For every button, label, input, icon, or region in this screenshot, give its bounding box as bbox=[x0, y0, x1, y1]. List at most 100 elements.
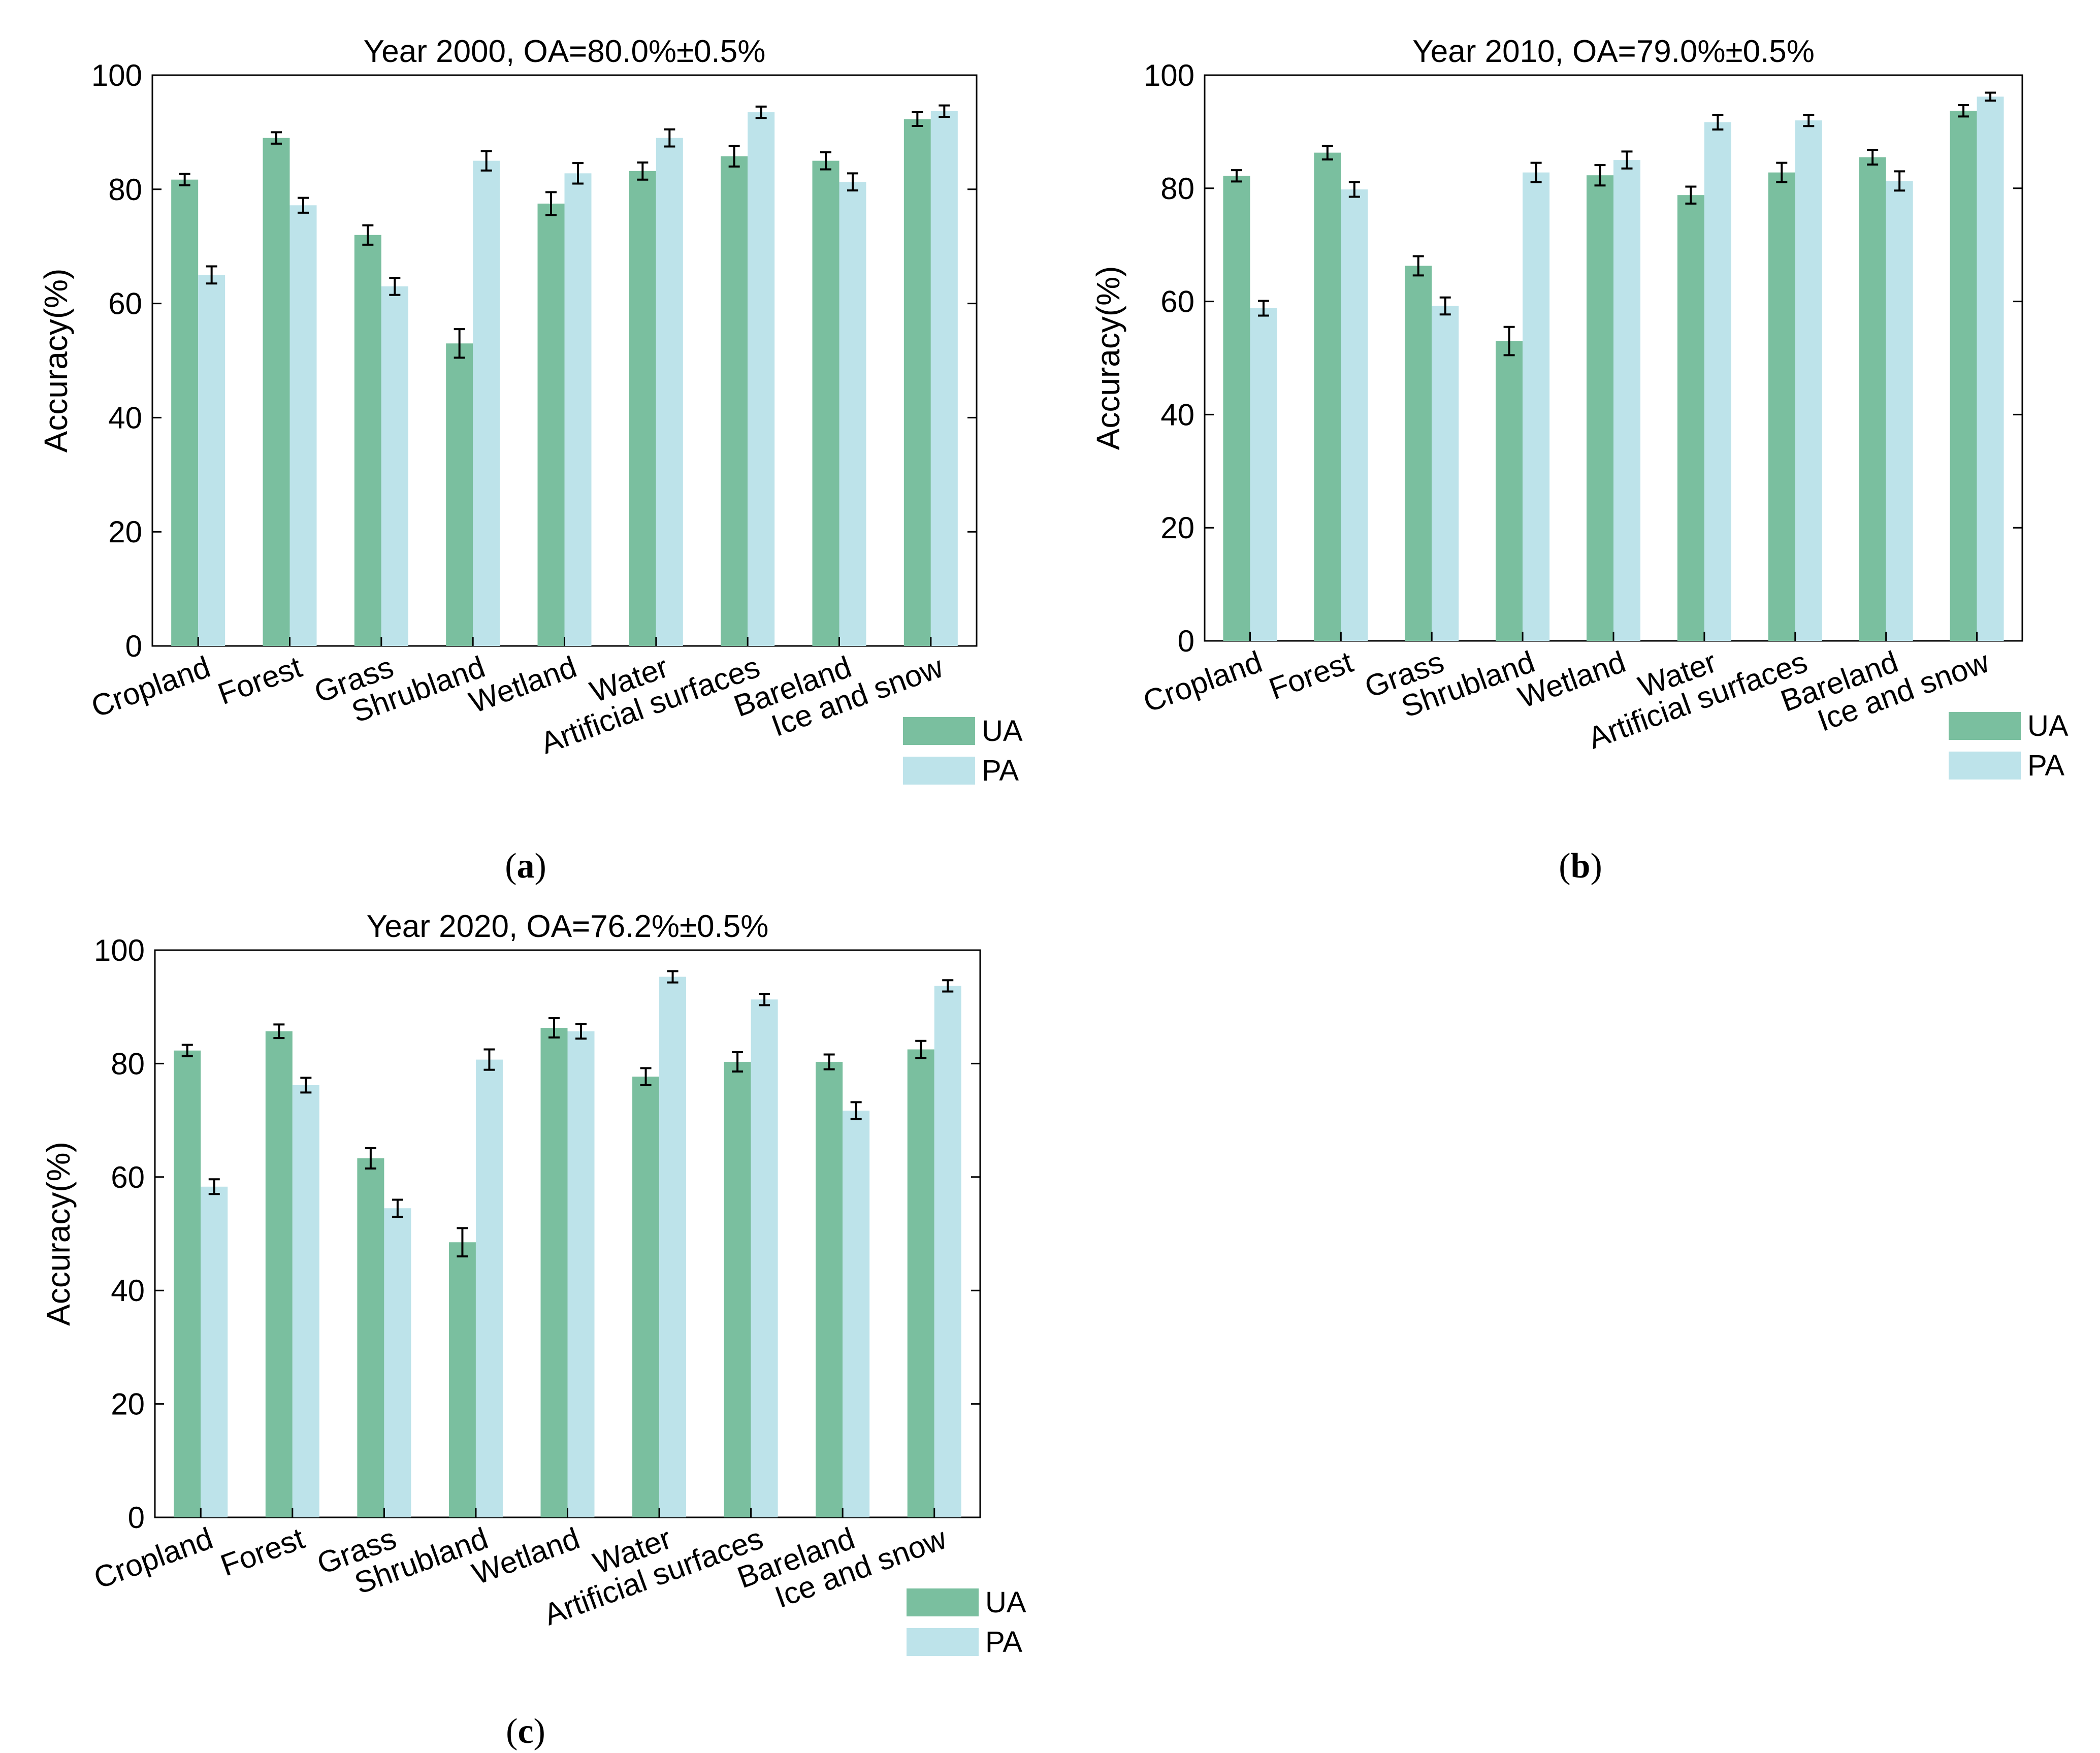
caption-open-paren: ( bbox=[506, 1712, 518, 1751]
legend-label-ua: UA bbox=[982, 715, 1023, 748]
bar-ua bbox=[1496, 341, 1523, 641]
panel-caption: (c) bbox=[506, 1712, 545, 1751]
bar-ua bbox=[446, 343, 473, 646]
bar-pa bbox=[659, 977, 687, 1517]
y-tick-label: 80 bbox=[108, 173, 142, 207]
bar-pa bbox=[1795, 120, 1822, 641]
legend-swatch-ua bbox=[907, 1588, 979, 1616]
bar-ua bbox=[537, 203, 565, 646]
bar-pa bbox=[748, 112, 775, 646]
y-tick-label: 60 bbox=[108, 287, 142, 321]
y-tick-label: 60 bbox=[111, 1160, 145, 1194]
bar-ua bbox=[812, 160, 839, 646]
y-tick-label: 100 bbox=[94, 933, 145, 967]
legend-label-pa: PA bbox=[2027, 749, 2064, 782]
caption-letter: a bbox=[517, 847, 535, 886]
y-tick-label: 0 bbox=[125, 629, 142, 663]
bar-pa bbox=[1704, 122, 1731, 641]
panel-caption: (b) bbox=[1559, 847, 1602, 886]
bar-ua bbox=[263, 138, 290, 646]
chart-a: Year 2000, OA=80.0%±0.5% 0 20 40 60 80 100 Accu… bbox=[38, 34, 1023, 886]
bar-ua bbox=[907, 1049, 934, 1517]
legend-swatch-pa bbox=[1949, 752, 2021, 780]
chart-title: Year 2000, OA=80.0%±0.5% bbox=[364, 34, 766, 69]
bar-pa bbox=[564, 173, 592, 646]
bar-pa bbox=[473, 160, 500, 646]
caption-open-paren: ( bbox=[1559, 847, 1570, 886]
x-tick-label: Cropland bbox=[1139, 644, 1267, 719]
bar-ua bbox=[1859, 157, 1886, 641]
legend-label-ua: UA bbox=[2027, 709, 2069, 742]
bar-pa bbox=[289, 205, 317, 646]
bar-ua bbox=[354, 235, 381, 646]
bar-ua bbox=[1677, 195, 1704, 641]
bar-ua bbox=[816, 1062, 843, 1517]
y-tick-label: 0 bbox=[128, 1501, 145, 1535]
bar-ua bbox=[265, 1031, 293, 1517]
bar-pa bbox=[839, 182, 866, 646]
y-axis-label: Accuracy(%) bbox=[38, 269, 74, 453]
bar-pa bbox=[292, 1085, 319, 1517]
y-tick-label: 40 bbox=[108, 401, 142, 435]
caption-letter: b bbox=[1571, 847, 1591, 886]
bar-pa bbox=[384, 1208, 411, 1517]
legend-swatch-ua bbox=[1949, 712, 2021, 740]
bar-pa bbox=[198, 275, 225, 646]
y-tick-label: 80 bbox=[1160, 172, 1194, 206]
bar-ua bbox=[1223, 176, 1250, 641]
bar-ua bbox=[903, 119, 931, 646]
legend-label-pa: PA bbox=[985, 1626, 1022, 1659]
bar-ua bbox=[632, 1077, 660, 1517]
bar-pa bbox=[201, 1186, 228, 1517]
caption-close-paren: ) bbox=[535, 847, 546, 886]
bar-pa bbox=[1341, 189, 1368, 641]
y-axis-label: Accuracy(%) bbox=[40, 1142, 77, 1326]
y-tick-label: 20 bbox=[1160, 511, 1194, 545]
bar-pa bbox=[930, 111, 958, 646]
chart-title: Year 2010, OA=79.0%±0.5% bbox=[1412, 34, 1815, 69]
x-tick-label: Forest bbox=[216, 1521, 309, 1582]
legend-swatch-pa bbox=[903, 757, 975, 785]
bar-ua bbox=[174, 1050, 201, 1517]
y-tick-label: 100 bbox=[91, 58, 142, 92]
y-tick-label: 20 bbox=[111, 1387, 145, 1421]
caption-open-paren: ( bbox=[505, 847, 516, 886]
legend-label-pa: PA bbox=[982, 754, 1019, 787]
panel-caption: (a) bbox=[505, 847, 546, 886]
bar-pa bbox=[1886, 181, 1913, 641]
x-tick-label: Wetland bbox=[468, 1521, 584, 1591]
legend-swatch-ua bbox=[903, 717, 975, 745]
chart-title: Year 2020, OA=76.2%±0.5% bbox=[367, 909, 769, 944]
bar-ua bbox=[357, 1158, 384, 1517]
x-tick-label: Cropland bbox=[89, 1521, 217, 1595]
x-tick-label: Forest bbox=[1265, 644, 1358, 706]
bar-pa bbox=[381, 286, 408, 646]
bar-ua bbox=[724, 1062, 751, 1517]
caption-close-paren: ) bbox=[1590, 847, 1602, 886]
bar-ua bbox=[629, 171, 656, 646]
bar-ua bbox=[1405, 266, 1432, 641]
legend-label-ua: UA bbox=[985, 1586, 1026, 1619]
x-tick-label: Forest bbox=[213, 650, 306, 711]
y-tick-label: 40 bbox=[1160, 398, 1194, 432]
bar-pa bbox=[1523, 172, 1550, 641]
bar-pa bbox=[751, 999, 778, 1517]
x-tick-label: Cropland bbox=[87, 650, 215, 724]
bar-ua bbox=[1587, 175, 1613, 641]
bar-pa bbox=[1977, 96, 2004, 641]
y-tick-label: 60 bbox=[1160, 285, 1194, 319]
caption-letter: c bbox=[518, 1712, 533, 1751]
y-tick-label: 100 bbox=[1144, 58, 1194, 92]
bar-pa bbox=[1613, 160, 1640, 641]
bar-ua bbox=[1950, 111, 1977, 641]
y-tick-label: 0 bbox=[1178, 624, 1194, 658]
bar-pa bbox=[567, 1031, 595, 1517]
bar-ua bbox=[1314, 152, 1341, 641]
bar-pa bbox=[1432, 306, 1459, 641]
y-axis-label: Accuracy(%) bbox=[1090, 266, 1126, 450]
bar-ua bbox=[540, 1028, 568, 1517]
legend-swatch-pa bbox=[907, 1628, 979, 1656]
x-tick-label: Wetland bbox=[465, 650, 581, 720]
y-tick-label: 40 bbox=[111, 1274, 145, 1308]
